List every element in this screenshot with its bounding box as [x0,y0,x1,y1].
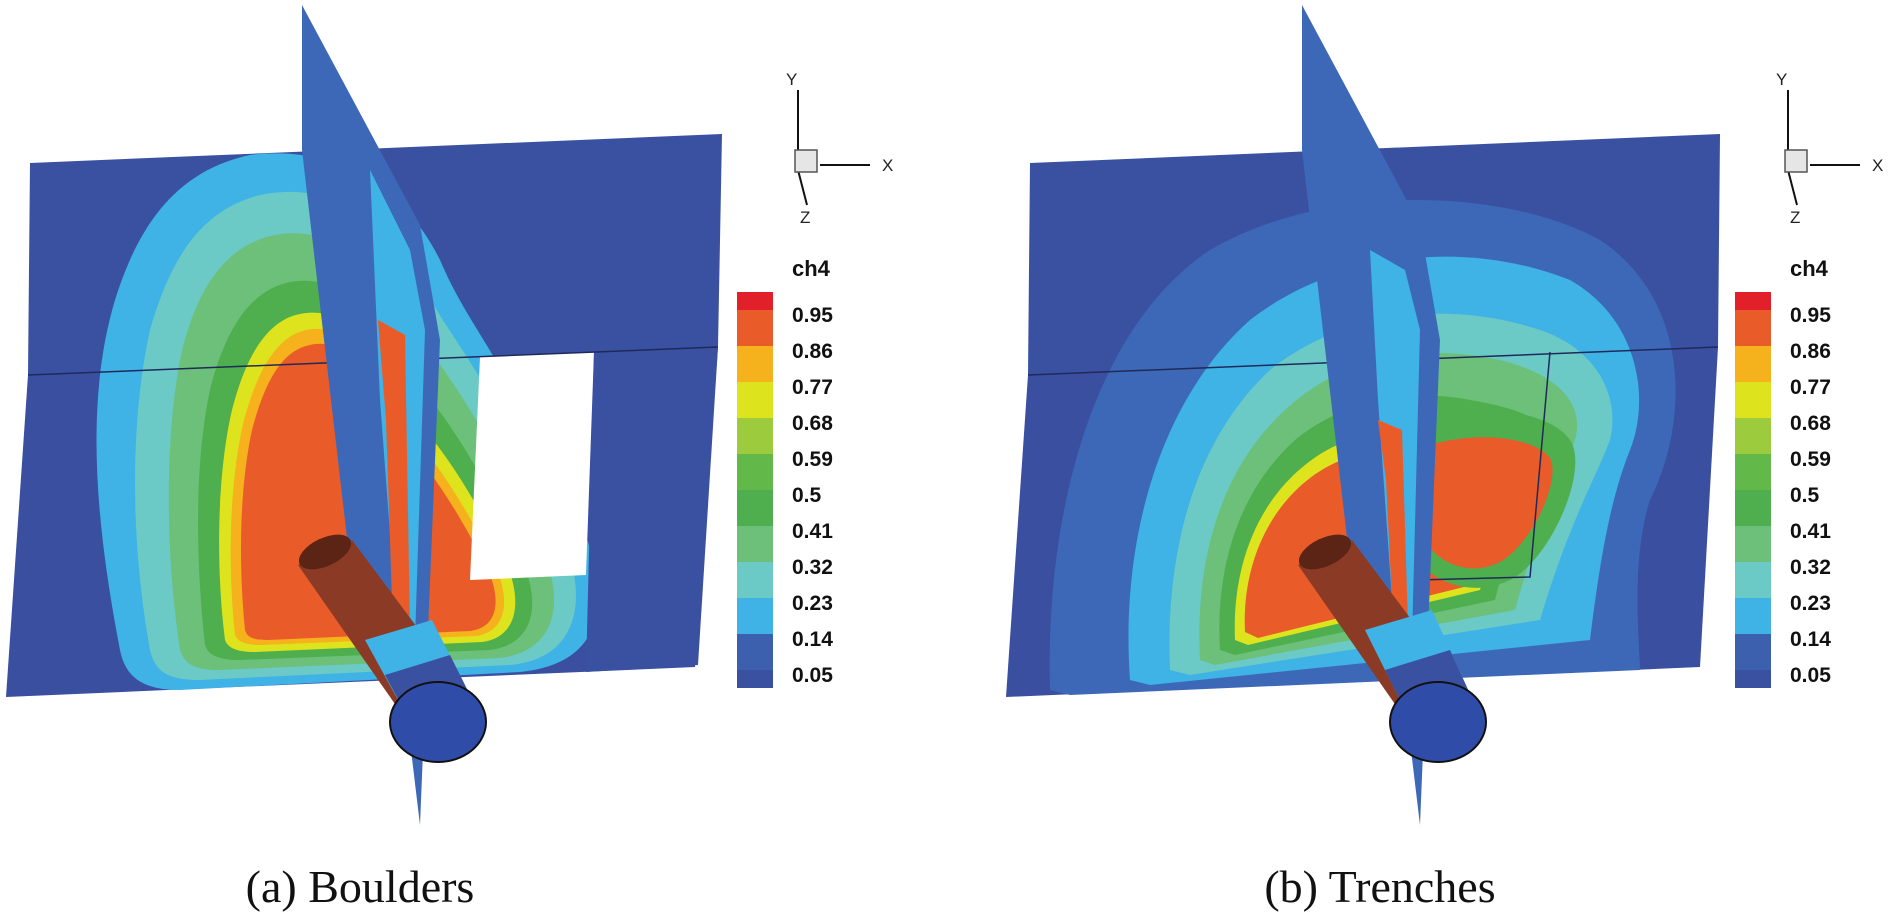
legend-label: 0.23 [792,592,833,615]
legend-label: 0.05 [1790,664,1831,687]
legend-label: 0.59 [1790,448,1831,471]
legend-label: 0.86 [1790,340,1831,363]
trench-lobe-core [1420,437,1553,569]
caption-trenches: (b) Trenches [1264,861,1496,912]
axis-y-label: Y [1776,70,1788,89]
vertical-slice-core [1378,420,1408,625]
legend-label: 0.5 [1790,484,1820,507]
legend-label: 0.32 [1790,556,1831,579]
pipe [298,534,487,763]
legend-label: 0.05 [792,664,833,687]
legend-label: 0.41 [1790,520,1831,543]
legend-label: 0.14 [1790,628,1831,651]
legend-label: 0.23 [1790,592,1831,615]
legend-label: 0.68 [792,412,833,435]
legend-label: 0.32 [792,556,833,579]
legend-label: 0.5 [792,484,822,507]
contour-plot-boulders [6,5,722,825]
panel-trenches: Y X Z ch4 0.95 0.86 0.77 0.68 0.59 0.5 0… [950,0,1900,918]
axis-y-label: Y [786,70,798,89]
colorbar [1735,292,1771,688]
axis-triad [1784,90,1860,206]
axis-x-label: X [882,156,894,175]
axis-x-label: X [1872,156,1884,175]
pipe [1298,534,1487,763]
caption-boulders: (a) Boulders [245,861,475,912]
axis-triad [794,90,870,206]
legend-label: 0.95 [792,304,833,327]
panel-boulders: Y X Z ch4 0.95 0.86 0.77 0.68 0.59 0.5 0… [6,5,894,912]
boulder-hole [470,352,594,580]
legend-label: 0.14 [792,628,833,651]
legend-title: ch4 [792,256,830,281]
legend-label: 0.95 [1790,304,1831,327]
legend-label: 0.59 [792,448,833,471]
legend-label: 0.77 [1790,376,1831,399]
legend-label: 0.77 [792,376,833,399]
axis-z-label: Z [800,208,811,227]
legend-label: 0.68 [1790,412,1831,435]
legend-label: 0.41 [792,520,833,543]
legend-label: 0.86 [792,340,833,363]
legend-title: ch4 [1790,256,1828,281]
vertical-slice-core [378,320,410,630]
axis-z-label: Z [1790,208,1801,227]
contour-plot-trenches [1006,5,1720,825]
right-field [586,347,718,672]
